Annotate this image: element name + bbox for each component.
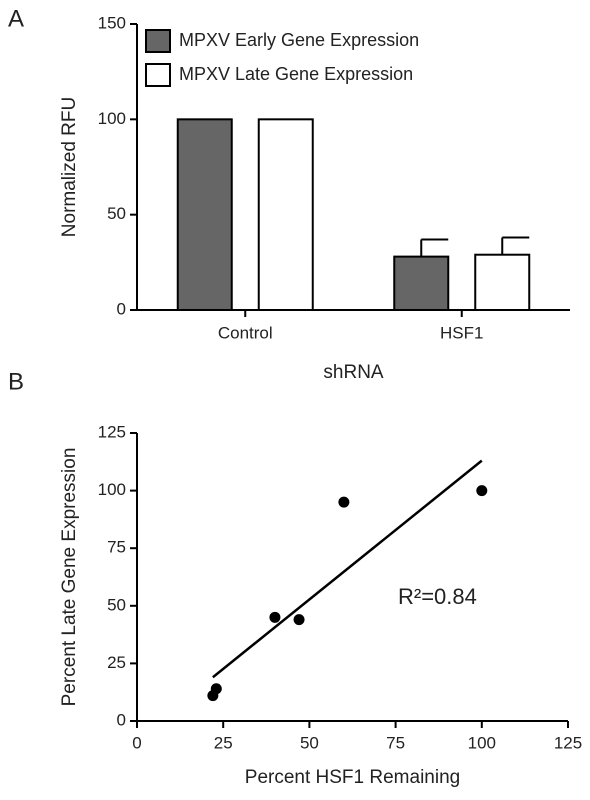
y-tick-label: 75 [107, 538, 126, 557]
y-tick-label: 100 [98, 480, 126, 499]
y-tick-label: 100 [98, 109, 126, 128]
x-tick-label: 125 [554, 733, 582, 752]
legend-label: MPXV Early Gene Expression [179, 30, 419, 50]
y-tick-label: 25 [107, 653, 126, 672]
panel-label: A [8, 5, 24, 32]
y-tick-label: 0 [117, 710, 126, 729]
error-bar [501, 236, 530, 255]
y-axis-label: Percent Late Gene Expression [59, 448, 80, 707]
point [338, 496, 350, 508]
y-tick-label: 125 [98, 422, 126, 441]
legend-swatch [145, 29, 171, 53]
panel-label: B [8, 368, 24, 395]
x-tick-label: Control [218, 323, 273, 342]
bar [257, 118, 314, 312]
x-tick-label: 75 [386, 733, 405, 752]
legend-label: MPXV Late Gene Expression [179, 64, 413, 84]
x-tick-label: 25 [214, 733, 233, 752]
x-axis-label: Percent HSF1 Remaining [245, 767, 460, 788]
legend-swatch [145, 63, 171, 87]
y-tick-label: 150 [98, 13, 126, 32]
x-tick-label: 100 [468, 733, 496, 752]
y-axis-label: Normalized RFU [59, 97, 80, 237]
point [293, 614, 305, 626]
bar [474, 253, 531, 311]
point [476, 485, 488, 497]
y-tick-label: 50 [107, 204, 126, 223]
annotation: R²=0.84 [398, 584, 477, 609]
bar [176, 118, 233, 312]
x-tick-label: HSF1 [440, 323, 483, 342]
point [210, 683, 222, 695]
x-axis-label: shRNA [323, 362, 384, 383]
error-bar [420, 238, 449, 257]
x-tick-label: 0 [132, 733, 141, 752]
bar [393, 255, 450, 312]
fit-line [212, 459, 483, 679]
y-tick-label: 0 [117, 299, 126, 318]
x-tick-label: 50 [300, 733, 319, 752]
point [269, 611, 281, 623]
y-tick-label: 50 [107, 595, 126, 614]
